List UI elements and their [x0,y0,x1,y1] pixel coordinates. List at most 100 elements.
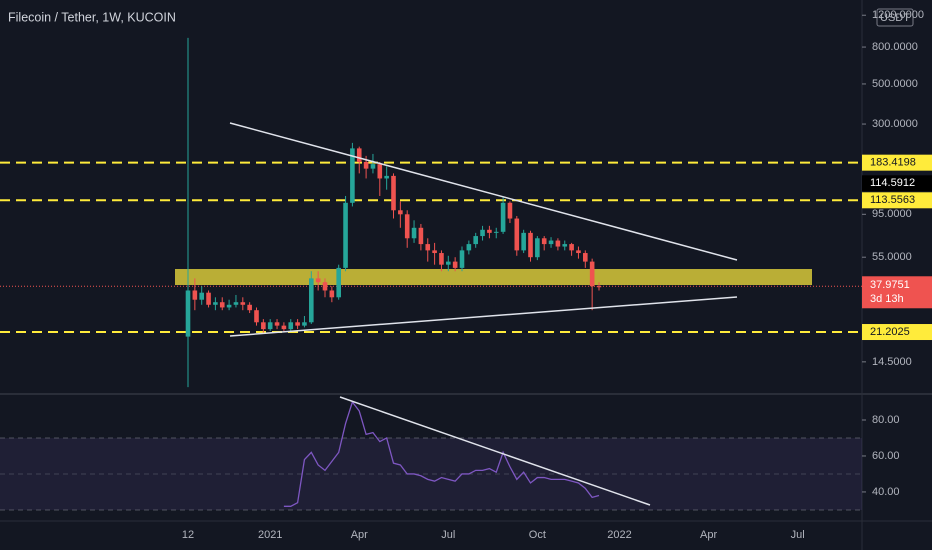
rsi-band [0,438,862,510]
candle-body [315,278,321,283]
candle-body [514,218,520,251]
candle-body [480,229,485,237]
countdown: 3d 13h [870,293,904,305]
y-tick-label: 14.5000 [872,356,912,368]
y-tick-label: 60.00 [872,450,900,462]
y-tick-label: 95.0000 [872,208,912,220]
x-tick-label: Apr [700,529,717,541]
candle-body [247,304,252,311]
y-tick-label: 500.0000 [872,78,918,90]
y-tick-label: 80.00 [872,414,900,426]
y-tick-label: 800.0000 [872,41,918,53]
candle-body [363,161,369,169]
chart-title: Filecoin / Tether, 1W, KUCOIN [8,10,176,24]
x-tick-label: 2021 [258,529,282,541]
candle-body [446,261,451,265]
candle-body [226,304,232,308]
y-tick-label: 300.0000 [872,118,918,130]
x-tick-label: 12 [182,529,194,541]
candle-body [541,238,547,245]
y-tick-label: 55.0000 [872,251,912,263]
candle-body [206,292,211,305]
last-price-label: 37.9751 [870,279,910,291]
candle-body [583,253,588,262]
candle-body [589,261,595,287]
candle-body [596,286,602,288]
candle-body [254,310,259,323]
candle-body [336,267,341,298]
candle-body [535,238,540,258]
candle-body [466,244,472,251]
x-tick-label: Apr [351,529,368,541]
candle-body [439,253,444,265]
price-level-box [862,175,932,192]
candle-body [322,282,328,291]
plot [0,37,862,507]
candle-body [487,229,492,233]
price-level-label: 114.5912 [870,177,915,189]
last-price-box [862,276,932,309]
price-level-box [862,324,932,341]
candle-body [185,290,191,337]
candle-body [356,148,362,162]
candle-body [219,302,225,308]
candle-body [500,202,506,232]
candle-body [432,250,437,254]
candle-body [261,322,266,330]
candle-body [555,240,561,247]
rsi-line [283,400,600,507]
candle-body [281,325,287,330]
candle-body [302,322,307,326]
candle-body [274,322,280,326]
price-level-label: 183.4198 [870,157,916,169]
x-tick-label: Oct [529,529,546,541]
candle-body [377,164,383,179]
candle-body [240,302,246,305]
candle-body [192,290,198,300]
candle-body [521,232,526,251]
x-tick-label: 2022 [607,529,631,541]
candle-body [404,214,410,239]
candle-body [350,148,355,203]
candle-body [309,278,314,323]
candle-body [459,250,465,268]
candle-body [384,175,389,179]
price-level-label: 21.2025 [870,326,910,338]
candle-body [528,232,533,258]
candle-body [233,302,239,305]
candle-body [425,244,431,251]
price-level-box [862,192,932,209]
y-tick-label: 1200.0000 [872,9,924,21]
price-level-label: 113.5563 [870,194,915,206]
rsi-trend-line [339,396,651,506]
candle-body [295,322,300,326]
candle-body [267,322,273,330]
candle-body [452,261,458,268]
candle-body [288,322,294,330]
candle-body [493,231,499,233]
currency-box[interactable] [876,8,914,27]
candle-body [548,240,554,245]
candle-body [343,202,348,268]
currency[interactable]: USDT [880,12,910,24]
y-tick-label: 40.00 [872,486,900,498]
candle-body [507,202,513,219]
candle-body [329,290,335,298]
trend-line [229,122,738,261]
candle-body [569,244,574,251]
candle-body [213,302,218,305]
candle-body [391,175,396,211]
candle-body [418,227,424,245]
x-tick-label: Jul [441,529,455,541]
candle-body [370,164,376,169]
candle-body [199,292,204,300]
candle-body [562,244,568,247]
x-tick-label: Jul [791,529,805,541]
trend-line [229,296,738,337]
candle-body [411,227,417,239]
support-zone [175,269,812,285]
candle-body [576,250,581,254]
candle-body [398,210,403,215]
price-level-box [862,154,932,171]
